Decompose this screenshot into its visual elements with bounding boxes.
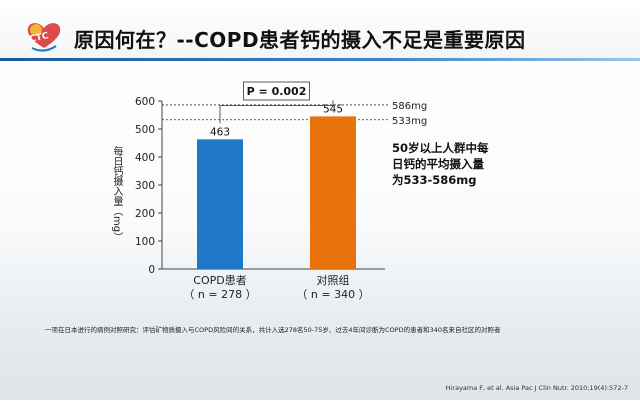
citation: Hirayama F, et al. Asia Pac J Clin Nutr.… — [445, 384, 628, 392]
bar-value-label: 463 — [210, 126, 230, 138]
category-label-control: 对照组 （ n = 340 ） — [273, 274, 393, 302]
bar-value-label: 545 — [323, 103, 343, 115]
category-n: （ n = 278 ） — [183, 288, 257, 301]
category-n: （ n = 340 ） — [296, 288, 370, 301]
y-tick-label: 100 — [135, 236, 155, 248]
title-bar — [0, 0, 640, 58]
logo-icon: CTC — [27, 23, 61, 52]
svg-text:CTC: CTC — [29, 31, 50, 45]
category-name: COPD患者 — [193, 274, 247, 287]
footnote: 一项在日本进行的病例对照研究：评估矿物质摄入与COPD风险间的关系，共计入选27… — [45, 326, 501, 334]
callout-line-2: 日钙的平均摄入量 — [392, 157, 484, 171]
bar-copd — [197, 139, 243, 269]
title-underline — [0, 58, 640, 61]
y-tick-label: 400 — [135, 152, 155, 164]
callout-text: 50岁以上人群中每 日钙的平均摄入量 为533-586mg — [392, 140, 512, 188]
reference-label-586: 586mg — [392, 101, 427, 112]
bar-control — [310, 116, 356, 270]
y-axis-label: 每日钙摄入量（mg） — [111, 146, 122, 243]
p-value-label: P = 0.002 — [247, 85, 307, 98]
category-name: 对照组 — [316, 274, 350, 287]
page-title: 原因何在？--COPD患者钙的摄入不足是重要原因 — [74, 28, 526, 52]
y-tick-label: 600 — [135, 96, 155, 108]
y-tick-label: 200 — [135, 208, 155, 220]
y-tick-label: 300 — [135, 180, 155, 192]
callout-line-3: 为533-586mg — [392, 173, 477, 187]
reference-label-533: 533mg — [392, 116, 427, 127]
y-tick-label: 0 — [148, 264, 155, 276]
category-label-copd: COPD患者 （ n = 278 ） — [160, 274, 280, 302]
callout-line-1: 50岁以上人群中每 — [392, 141, 489, 155]
p-value-box — [243, 81, 310, 101]
y-tick-label: 500 — [135, 124, 155, 136]
